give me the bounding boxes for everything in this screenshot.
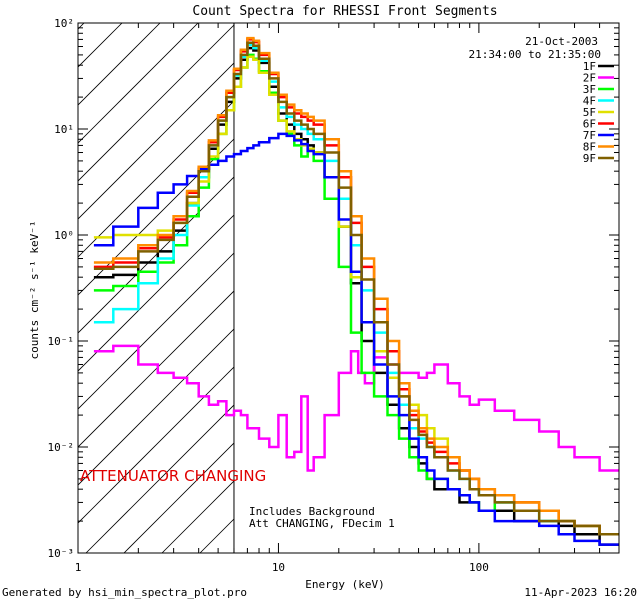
- x-tick-label: 10: [272, 561, 285, 574]
- background-note: Includes Background: [249, 505, 375, 518]
- legend-label-1f: 1F: [583, 60, 596, 73]
- y-tick-label: 10²: [54, 17, 74, 30]
- legend-label-4f: 4F: [583, 95, 596, 108]
- y-tick-label: 10⁻¹: [48, 335, 75, 348]
- legend-label-7f: 7F: [583, 129, 596, 142]
- y-tick-label: 10¹: [54, 123, 74, 136]
- hatch-line: [78, 23, 123, 68]
- x-tick-label: 1: [75, 561, 82, 574]
- series-9f: [93, 41, 619, 536]
- legend-label-8f: 8F: [583, 141, 596, 154]
- hatch-line: [78, 23, 161, 106]
- series-8f: [93, 36, 619, 536]
- axes: 1 10 100 10⁻³ 10⁻² 10⁻¹ 10⁰ 10¹ 10²: [48, 17, 620, 574]
- x-axis-label: Energy (keV): [305, 578, 384, 591]
- attenuator-changing-label: ATTENUATOR CHANGING: [80, 467, 266, 485]
- footer-generated-by: Generated by hsi_min_spectra_plot.pro: [2, 586, 247, 599]
- legend-label-3f: 3F: [583, 83, 596, 96]
- legend-label-6f: 6F: [583, 118, 596, 131]
- x-tick-label: 100: [469, 561, 489, 574]
- footer-timestamp: 11-Apr-2023 16:20: [524, 586, 637, 599]
- legend-label-5f: 5F: [583, 106, 596, 119]
- plot-frame: [77, 22, 620, 554]
- series-group: [93, 36, 619, 546]
- chart-title: Count Spectra for RHESSI Front Segments: [192, 4, 497, 19]
- series-2f: [93, 344, 619, 472]
- y-tick-label: 10⁻²: [48, 441, 75, 454]
- y-tick-label: 10⁻³: [48, 547, 75, 560]
- y-tick-label: 10⁰: [54, 229, 74, 242]
- hatch-line: [78, 23, 199, 144]
- legend-label-2f: 2F: [583, 72, 596, 85]
- legend-label-9f: 9F: [583, 152, 596, 165]
- att-note: Att CHANGING, FDecim 1: [249, 517, 395, 530]
- hatch-line: [78, 23, 237, 182]
- attenuator-hatch-region: [78, 23, 619, 553]
- y-axis-label: counts cm⁻² s⁻¹ keV⁻¹: [28, 220, 41, 359]
- time-range-label: 21:34:00 to 21:35:00: [469, 48, 601, 61]
- date-label: 21-Oct-2003: [525, 35, 598, 48]
